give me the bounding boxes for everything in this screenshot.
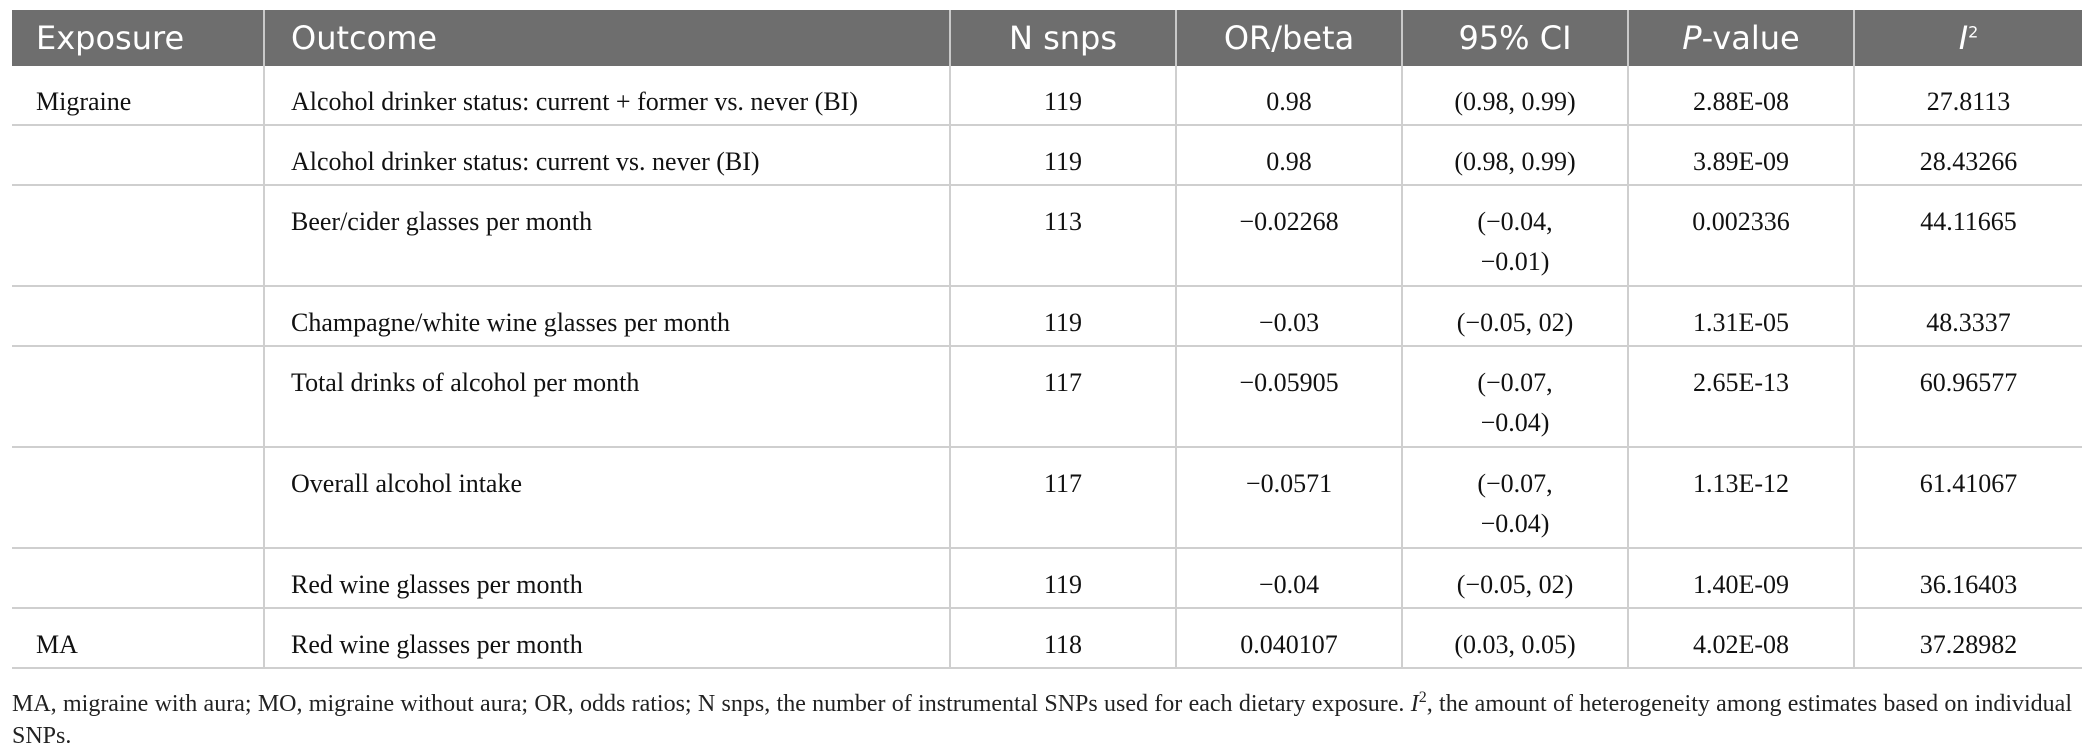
table-row: Total drinks of alcohol per month 117 −0…: [12, 346, 2082, 448]
table-footnote: MA, migraine with aura; MO, migraine wit…: [12, 682, 2072, 752]
cell-outcome: Champagne/white wine glasses per month: [263, 286, 950, 347]
header-exposure: Exposure: [12, 10, 264, 66]
ci-line-1: (−0.05, 02): [1456, 308, 1574, 337]
header-or-beta: OR/beta: [1175, 10, 1402, 66]
cell-ci: (−0.07, −0.04): [1401, 346, 1628, 448]
cell-p-value: 2.65E-13: [1627, 346, 1854, 448]
cell-or-beta: 0.98: [1175, 66, 1402, 126]
cell-outcome: Red wine glasses per month: [263, 548, 950, 609]
header-outcome: Outcome: [263, 10, 950, 66]
cell-p-value: 1.40E-09: [1627, 548, 1854, 609]
cell-outcome: Red wine glasses per month: [263, 608, 950, 669]
cell-nsnps: 118: [949, 608, 1176, 669]
cell-p-value: 4.02E-08: [1627, 608, 1854, 669]
table-row: Champagne/white wine glasses per month 1…: [12, 286, 2082, 347]
cell-i2: 27.8113: [1853, 66, 2082, 126]
cell-i2: 28.43266: [1853, 125, 2082, 186]
results-table: Exposure Outcome N snps OR/beta 95% CI P…: [12, 10, 2082, 669]
cell-exposure: [12, 548, 264, 609]
cell-exposure: MA: [12, 608, 264, 669]
cell-ci: (0.98, 0.99): [1401, 66, 1628, 126]
cell-i2: 44.11665: [1853, 185, 2082, 287]
cell-i2: 60.96577: [1853, 346, 2082, 448]
cell-nsnps: 117: [949, 346, 1176, 448]
cell-nsnps: 113: [949, 185, 1176, 287]
table-row: Migraine Alcohol drinker status: current…: [12, 66, 2082, 126]
ci-line-2: −0.01): [1480, 247, 1550, 276]
cell-exposure: Migraine: [12, 66, 264, 126]
cell-outcome: Alcohol drinker status: current vs. neve…: [263, 125, 950, 186]
cell-or-beta: −0.05905: [1175, 346, 1402, 448]
cell-or-beta: −0.0571: [1175, 447, 1402, 549]
cell-nsnps: 117: [949, 447, 1176, 549]
cell-p-value: 2.88E-08: [1627, 66, 1854, 126]
header-nsnps: N snps: [949, 10, 1176, 66]
ci-line-1: (0.03, 0.05): [1454, 630, 1576, 659]
results-table-container: Exposure Outcome N snps OR/beta 95% CI P…: [12, 10, 2082, 669]
header-i2-sup: 2: [1968, 22, 1979, 42]
cell-ci: (0.98, 0.99): [1401, 125, 1628, 186]
table-row: Alcohol drinker status: current vs. neve…: [12, 125, 2082, 186]
cell-outcome: Beer/cider glasses per month: [263, 185, 950, 287]
cell-or-beta: −0.04: [1175, 548, 1402, 609]
ci-line-1: (−0.07,: [1477, 469, 1553, 498]
cell-nsnps: 119: [949, 548, 1176, 609]
table-row: Red wine glasses per month 119 −0.04 (−0…: [12, 548, 2082, 609]
cell-or-beta: −0.02268: [1175, 185, 1402, 287]
cell-exposure: [12, 125, 264, 186]
footnote-i-sup: 2: [1418, 689, 1427, 706]
cell-outcome: Overall alcohol intake: [263, 447, 950, 549]
ci-line-1: (0.98, 0.99): [1454, 147, 1576, 176]
ci-line-2: −0.04): [1480, 408, 1550, 437]
header-p-rest: -value: [1701, 19, 1800, 57]
header-p-value: P-value: [1627, 10, 1854, 66]
cell-i2: 36.16403: [1853, 548, 2082, 609]
header-i2: I2: [1853, 10, 2082, 66]
ci-line-1: (−0.07,: [1477, 368, 1553, 397]
cell-p-value: 0.002336: [1627, 185, 1854, 287]
ci-line-1: (−0.04,: [1477, 207, 1553, 236]
cell-ci: (0.03, 0.05): [1401, 608, 1628, 669]
cell-i2: 61.41067: [1853, 447, 2082, 549]
cell-exposure: [12, 286, 264, 347]
cell-outcome: Total drinks of alcohol per month: [263, 346, 950, 448]
ci-line-2: −0.04): [1480, 509, 1550, 538]
cell-or-beta: −0.03: [1175, 286, 1402, 347]
cell-i2: 48.3337: [1853, 286, 2082, 347]
cell-p-value: 1.31E-05: [1627, 286, 1854, 347]
cell-ci: (−0.05, 02): [1401, 286, 1628, 347]
cell-ci: (−0.04, −0.01): [1401, 185, 1628, 287]
table-row: Beer/cider glasses per month 113 −0.0226…: [12, 185, 2082, 287]
header-i2-base: I: [1958, 19, 1969, 57]
cell-ci: (−0.07, −0.04): [1401, 447, 1628, 549]
cell-ci: (−0.05, 02): [1401, 548, 1628, 609]
cell-p-value: 3.89E-09: [1627, 125, 1854, 186]
footnote-text-1: MA, migraine with aura; MO, migraine wit…: [12, 691, 1411, 717]
ci-line-1: (−0.05, 02): [1456, 570, 1574, 599]
footnote-i-base: I: [1410, 691, 1419, 717]
cell-exposure: [12, 185, 264, 287]
cell-nsnps: 119: [949, 125, 1176, 186]
cell-i2: 37.28982: [1853, 608, 2082, 669]
footnote-text-2: , the amount of heterogeneity among esti…: [12, 691, 2072, 749]
table-row: MA Red wine glasses per month 118 0.0401…: [12, 608, 2082, 669]
cell-exposure: [12, 447, 264, 549]
cell-p-value: 1.13E-12: [1627, 447, 1854, 549]
table-row: Overall alcohol intake 117 −0.0571 (−0.0…: [12, 447, 2082, 549]
cell-nsnps: 119: [949, 66, 1176, 126]
cell-or-beta: 0.98: [1175, 125, 1402, 186]
header-ci: 95% CI: [1401, 10, 1628, 66]
cell-exposure: [12, 346, 264, 448]
cell-outcome: Alcohol drinker status: current + former…: [263, 66, 950, 126]
header-p-italic: P: [1682, 19, 1702, 57]
cell-or-beta: 0.040107: [1175, 608, 1402, 669]
cell-nsnps: 119: [949, 286, 1176, 347]
header-row: Exposure Outcome N snps OR/beta 95% CI P…: [12, 10, 2082, 66]
ci-line-1: (0.98, 0.99): [1454, 87, 1576, 116]
